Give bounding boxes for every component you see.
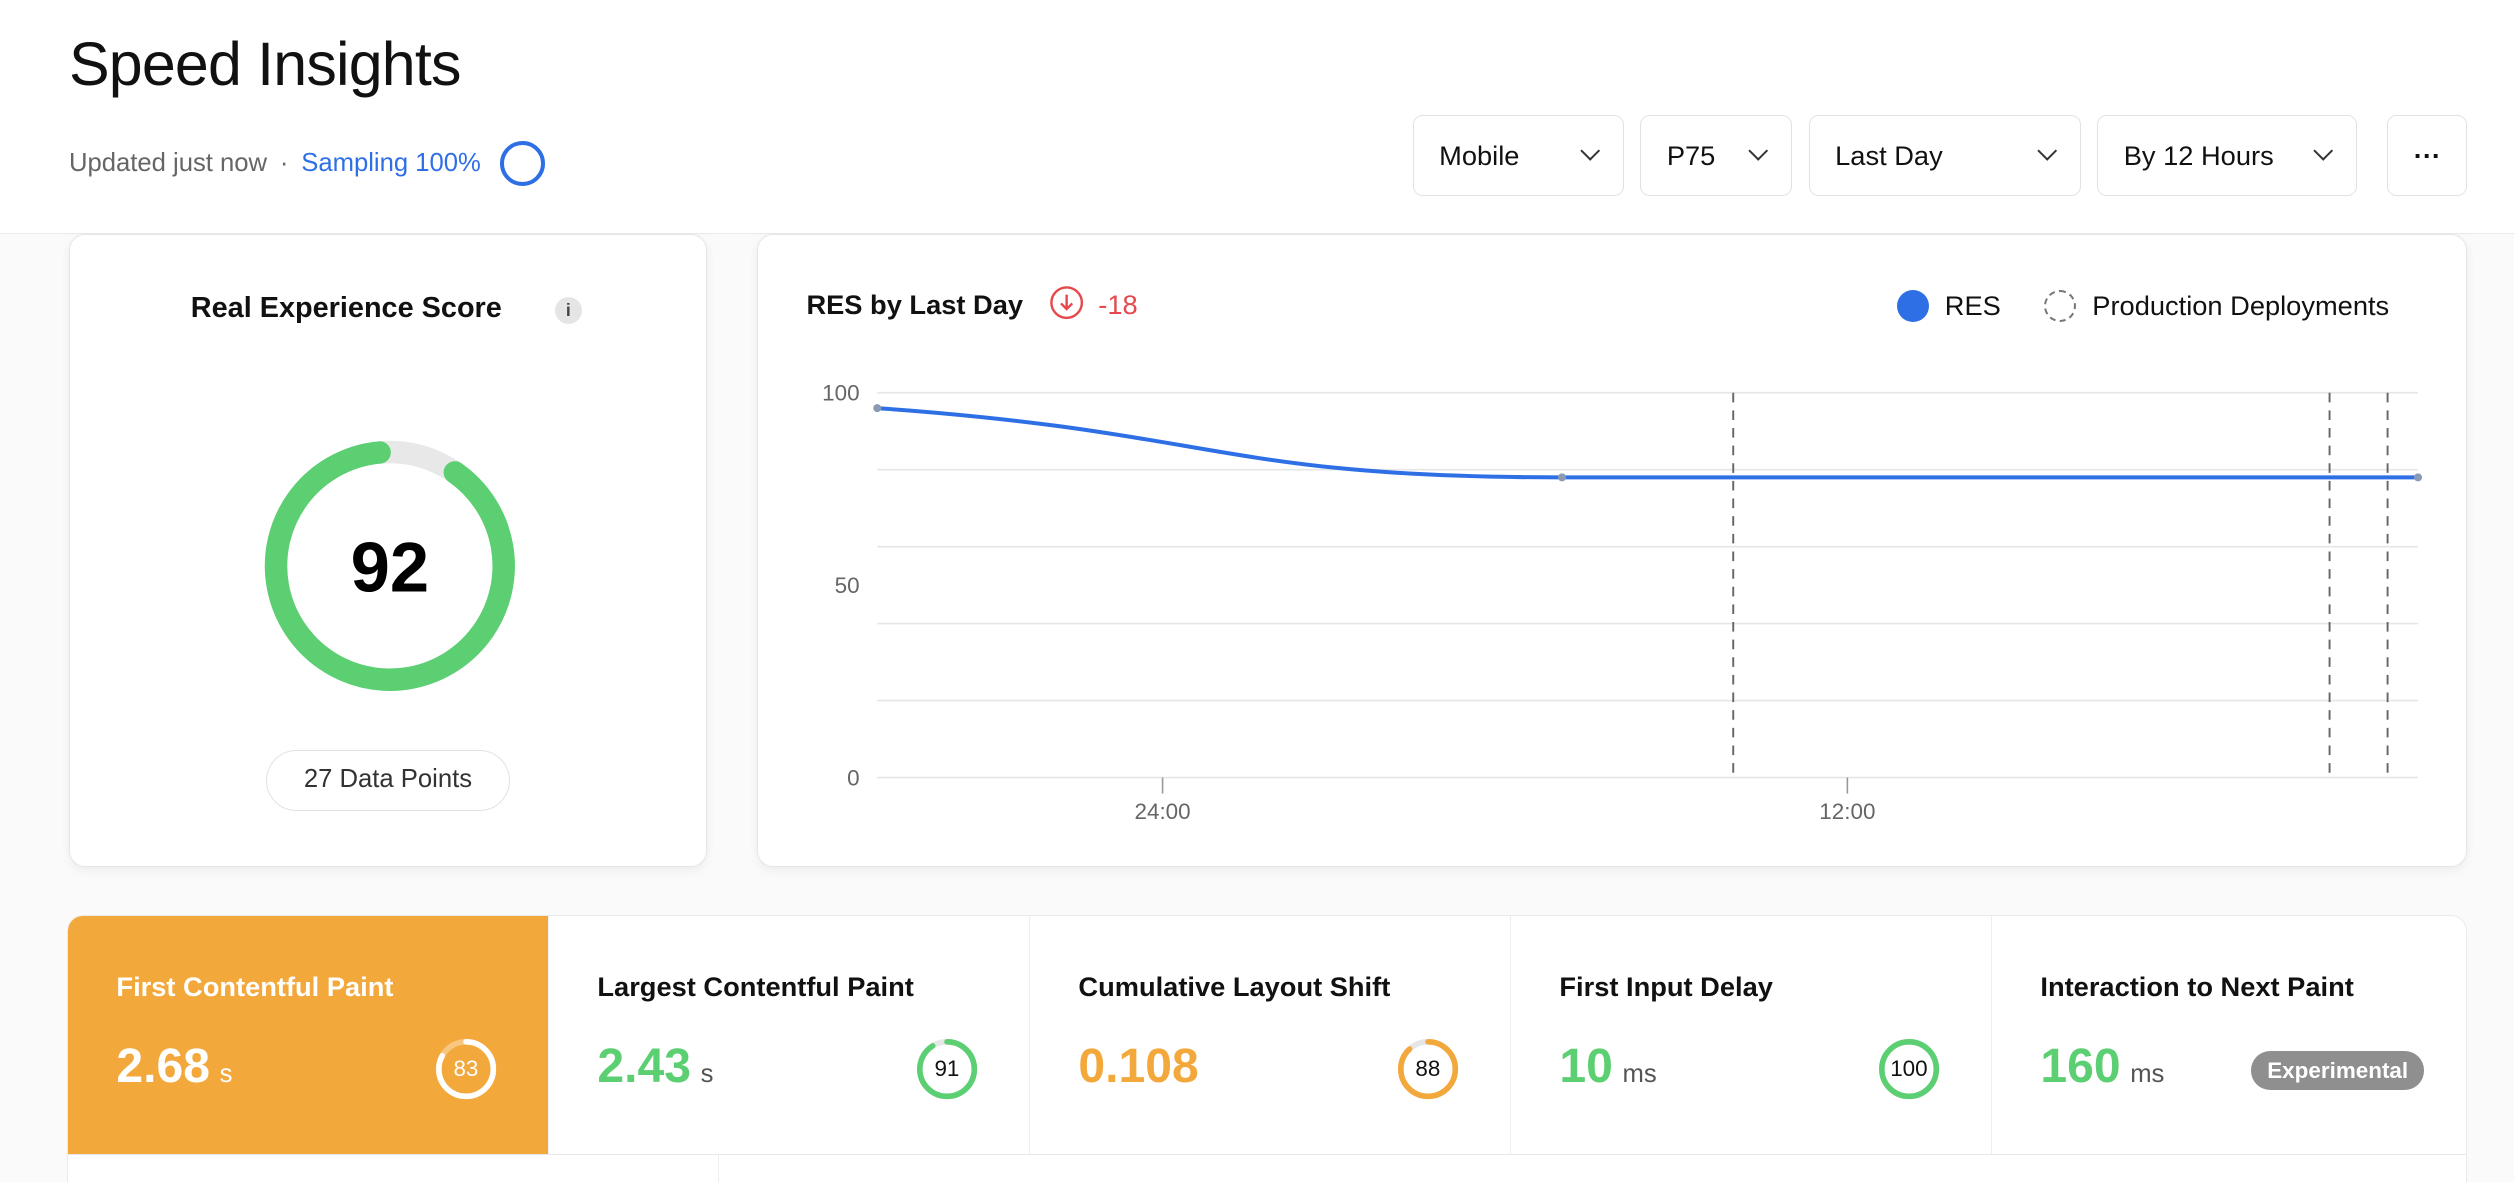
metric-label: First Input Delay: [1559, 970, 1773, 1002]
granularity-select[interactable]: By 12 Hours: [2097, 115, 2357, 196]
chart-title: RES by Last Day: [806, 288, 1024, 320]
chevron-down-icon: [2312, 141, 2334, 162]
sampling-link[interactable]: Sampling 100%: [301, 149, 481, 178]
score-value: 92: [350, 528, 428, 607]
experimental-badge: Experimental: [2251, 1051, 2425, 1090]
status-line: Updated just now · Sampling 100%: [69, 141, 545, 186]
metric-score-ring: 91: [915, 1037, 979, 1101]
legend-res[interactable]: RES: [1944, 290, 2001, 322]
percentile-select[interactable]: P75: [1640, 115, 1793, 196]
metric-value: 2.43 s: [597, 1038, 713, 1094]
metric-unit: s: [700, 1060, 714, 1089]
page-title: Speed Insights: [68, 29, 462, 98]
range-value: Last Day: [1835, 139, 1943, 171]
more-options-button[interactable]: ···: [2387, 115, 2468, 196]
metric-score: 88: [1415, 1055, 1441, 1081]
metric-number: 160: [2040, 1039, 2121, 1094]
data-point: [2413, 473, 2422, 482]
chevron-down-icon: [1580, 141, 1601, 162]
updated-text: Updated just now: [68, 149, 268, 178]
metric-unit: ms: [2130, 1060, 2165, 1089]
metric-score-ring: 88: [1396, 1037, 1460, 1101]
metric-label: Cumulative Layout Shift: [1078, 970, 1391, 1002]
x-tick-label: 24:00: [1134, 799, 1190, 824]
legend-deploy-dot: [2044, 290, 2077, 323]
score-title: Real Experience Score: [190, 291, 502, 324]
data-points-pill: 27 Data Points: [266, 750, 510, 812]
circle-progress-icon: [500, 141, 545, 186]
metric-number: 2.68: [116, 1039, 210, 1094]
metric-value: 0.108: [1078, 1038, 1208, 1094]
score-card: [68, 234, 708, 868]
metric-score-ring: 83: [434, 1037, 498, 1101]
res-line: [876, 406, 2418, 480]
metric-number: 0.108: [1078, 1039, 1199, 1094]
metric-number: 10: [1559, 1039, 1613, 1094]
lower-panel: [68, 1153, 2467, 1182]
metric-score: 83: [453, 1055, 479, 1081]
metric-value: 2.68 s: [116, 1038, 232, 1094]
metric-unit: ms: [1622, 1060, 1657, 1089]
x-tick-label: 12:00: [1819, 799, 1875, 824]
metric-tab[interactable]: Largest Contentful Paint 2.43 s 91: [549, 916, 1031, 1154]
arrow-down-circle-icon: [1049, 286, 1083, 320]
metric-score: 100: [1890, 1055, 1928, 1081]
y-tick-label: 50: [834, 573, 859, 598]
separator: ·: [279, 149, 289, 178]
res-line-chart: 100 50 0 24:00 12:00: [822, 381, 2422, 824]
percentile-value: P75: [1666, 139, 1716, 171]
metric-tab[interactable]: Interaction to Next Paint 160 ms Experimen…: [1992, 916, 2466, 1153]
legend-deployments[interactable]: Production Deployments: [2092, 290, 2390, 322]
range-select[interactable]: Last Day: [1808, 115, 2082, 196]
metric-score: 91: [934, 1055, 960, 1081]
chevron-down-icon: [1748, 141, 1769, 162]
score-donut: 92: [264, 440, 515, 692]
donut-arc: [264, 440, 515, 692]
data-point: [872, 404, 882, 413]
delta-value: -18: [1098, 288, 1138, 320]
metric-label: First Contentful Paint: [116, 970, 394, 1002]
metric-number: 2.43: [597, 1039, 691, 1094]
metric-unit: s: [219, 1060, 233, 1089]
device-select[interactable]: Mobile: [1412, 115, 1625, 196]
metric-value: 10 ms: [1559, 1038, 1656, 1094]
chevron-down-icon: [2037, 141, 2058, 162]
page-header: Speed Insights Updated just now · Sampli…: [0, 0, 2514, 235]
metric-label: Interaction to Next Paint: [2040, 970, 2354, 1002]
info-icon[interactable]: i: [554, 296, 582, 324]
metric-score-ring: 100: [1877, 1037, 1941, 1101]
legend-res-dot: [1896, 290, 1929, 323]
chart-card: [756, 234, 2468, 868]
y-tick-label: 0: [847, 766, 859, 791]
metric-tab[interactable]: Cumulative Layout Shift 0.108 88: [1030, 916, 1512, 1154]
granularity-value: By 12 Hours: [2123, 139, 2274, 171]
metric-value: 160 ms: [2040, 1038, 2164, 1094]
data-point: [1557, 473, 1566, 482]
metric-tab[interactable]: First Contentful Paint 2.68 s 83: [68, 916, 550, 1154]
metric-label: Largest Contentful Paint: [597, 970, 914, 1002]
metric-tab[interactable]: First Input Delay 10 ms 100: [1511, 916, 1993, 1154]
metrics-strip: First Contentful Paint 2.68 s 83 Largest Co…: [67, 915, 2468, 1182]
device-value: Mobile: [1439, 139, 1520, 171]
y-tick-label: 100: [822, 381, 859, 406]
